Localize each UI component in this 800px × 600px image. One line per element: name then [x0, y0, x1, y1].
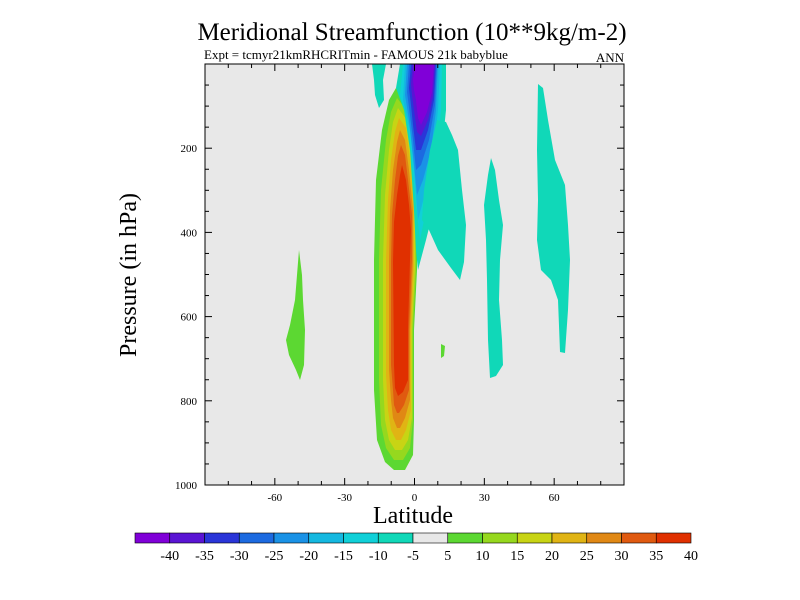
cell-level-minus-40 — [413, 64, 434, 125]
x-tick-label: 0 — [412, 492, 418, 504]
colorbar-tick-label: 25 — [580, 549, 594, 564]
x-tick-label: -60 — [267, 492, 282, 504]
y-tick-label: 400 — [181, 227, 198, 239]
colorbar-tick-label: -5 — [407, 549, 419, 564]
colorbar-tick-label: -40 — [160, 549, 179, 564]
contour-fields — [286, 64, 570, 470]
colorbar-swatch — [447, 532, 483, 544]
colorbar-tick-label: -30 — [230, 549, 249, 564]
chart-title: Meridional Streamfunction (10**9kg/m-2) — [197, 19, 626, 46]
colorbar-swatch — [551, 532, 588, 544]
x-tick-label: -30 — [337, 492, 352, 504]
season-label: ANN — [596, 50, 625, 65]
colorbar-tick-label: 30 — [615, 549, 629, 564]
northern-tropical-patch — [422, 120, 466, 280]
colorbar-swatch — [134, 532, 171, 544]
colorbar-swatch — [621, 532, 657, 544]
y-tick-label: 200 — [181, 143, 198, 155]
colorbar-tick-label: -35 — [195, 549, 214, 564]
colorbar-tick-label: 5 — [444, 549, 451, 564]
southern-midlatitude-patch — [286, 250, 305, 380]
southern-overturning-cell — [374, 88, 417, 470]
small-positive-patch — [441, 344, 445, 358]
colorbar-tick-label: -10 — [369, 549, 388, 564]
x-tick-label: 30 — [479, 492, 491, 504]
y-tick-label: 600 — [181, 312, 198, 324]
axis-ticks: -60 -30 0 30 60 200 400 600 800 1000 — [175, 64, 624, 504]
colorbar-swatch — [273, 532, 310, 544]
x-tick-label: 60 — [549, 492, 561, 504]
colorbar-swatch — [308, 532, 344, 544]
colorbar-swatch — [516, 532, 553, 544]
northern-subtropical-patch — [484, 158, 503, 378]
colorbar-tick-label: 15 — [510, 549, 524, 564]
colorbar-swatch — [586, 532, 622, 544]
y-tick-label: 1000 — [175, 480, 198, 492]
plot-area: -60 -30 0 30 60 200 400 600 800 1000 — [175, 63, 625, 504]
colorbar-tick-label: 10 — [476, 549, 490, 564]
colorbar: -40 -35 -30 -25 -20 -15 -10 -5 5 10 15 20 25 30 35 40 — [134, 532, 698, 564]
colorbar-swatch — [169, 532, 205, 544]
colorbar-swatch — [343, 532, 379, 544]
cell-level-40 — [393, 165, 411, 396]
colorbar-swatch — [377, 532, 414, 544]
colorbar-swatch — [238, 532, 275, 544]
northern-midlatitude-patch — [537, 84, 570, 353]
colorbar-swatch — [655, 532, 692, 544]
x-axis-label: Latitude — [373, 503, 453, 529]
colorbar-swatch — [482, 532, 518, 544]
chart-subtitle: Expt = tcmyr21kmRHCRITmin - FAMOUS 21k b… — [204, 47, 508, 62]
upper-tropical-patch — [372, 64, 386, 108]
colorbar-swatch — [204, 532, 240, 544]
y-tick-label: 800 — [181, 396, 198, 408]
colorbar-tick-label: 40 — [684, 549, 698, 564]
colorbar-tick-label: 20 — [545, 549, 559, 564]
y-axis-label: Pressure (in hPa) — [116, 193, 142, 357]
colorbar-tick-label: -25 — [265, 549, 284, 564]
northern-overturning-cell — [396, 64, 446, 270]
colorbar-tick-label: 35 — [649, 549, 663, 564]
colorbar-swatch — [412, 532, 449, 544]
colorbar-tick-label: -15 — [334, 549, 353, 564]
colorbar-tick-label: -20 — [299, 549, 318, 564]
